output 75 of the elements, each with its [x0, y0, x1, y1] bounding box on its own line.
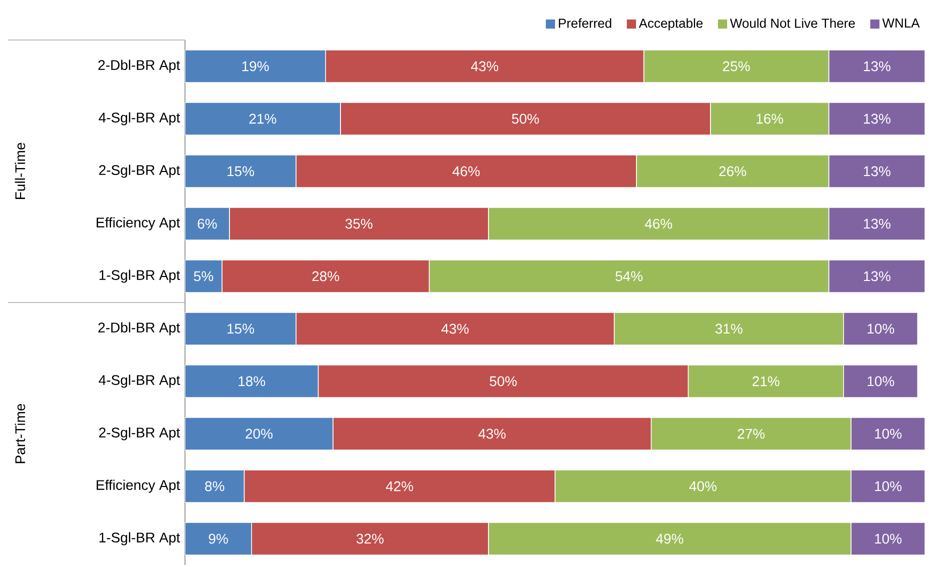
bar [185, 312, 296, 346]
data-label: 20% [246, 428, 273, 439]
data-label: 15% [228, 166, 254, 176]
y-tick-label: 1-Sgl-BR Apt [100, 532, 180, 546]
legend-label: Would Not Live There [730, 18, 855, 28]
legend-label: Preferred [558, 18, 612, 28]
bar [185, 154, 296, 188]
y-tick-label: 2-Sgl-BR Apt [99, 164, 180, 178]
data-label: 42% [386, 481, 414, 492]
data-label: 15% [228, 324, 254, 334]
bar [828, 207, 925, 240]
data-label: 10% [875, 481, 902, 492]
data-label: 50% [490, 376, 517, 386]
data-label: 10% [868, 376, 894, 386]
data-label: 54% [616, 271, 643, 282]
y-tick-label: 1-Sgl-BR Apt [100, 270, 180, 283]
bar [828, 50, 925, 83]
y-tick-label: Efficiency Apt [96, 480, 180, 493]
data-label: 27% [738, 428, 765, 439]
data-label: 28% [312, 271, 340, 282]
data-label: 43% [471, 61, 498, 72]
bar [185, 470, 245, 503]
text: Part-Time [14, 404, 26, 464]
y-tick-label: 2-Sgl-BR Apt [99, 427, 180, 440]
data-label: 10% [868, 324, 894, 334]
data-label: 9% [208, 534, 228, 544]
data-label: 50% [512, 114, 539, 124]
data-label: 26% [719, 166, 746, 176]
data-label: 35% [345, 218, 372, 229]
data-label: 13% [864, 61, 890, 72]
bar [828, 154, 925, 188]
data-label: 16% [756, 114, 784, 124]
y-tick-label: 2-Dbl-BR Apt [98, 322, 180, 336]
data-label: 21% [752, 376, 780, 386]
y-tick-label: Efficiency Apt [96, 217, 180, 230]
data-label: 43% [441, 324, 469, 334]
data-label: 10% [875, 534, 902, 544]
data-label: 46% [644, 218, 672, 229]
data-label: 46% [452, 166, 480, 176]
bar [185, 417, 334, 450]
text: Full-Time [14, 142, 26, 199]
data-label: 13% [864, 271, 890, 282]
bar [185, 364, 319, 398]
bar [843, 312, 918, 346]
bar [185, 102, 341, 136]
bar [843, 364, 918, 398]
data-label: 10% [875, 428, 902, 439]
y-tick-label: 4-Sgl-BR Apt [98, 374, 180, 388]
bar [185, 522, 252, 556]
bar [828, 260, 925, 293]
data-label: 13% [864, 166, 890, 176]
y-tick-label: 4-Sgl-BR Apt [98, 112, 180, 126]
bar [850, 417, 925, 450]
bar [828, 102, 925, 136]
bar [850, 470, 925, 503]
data-label: 19% [242, 61, 269, 72]
bar [185, 50, 326, 83]
bar [850, 522, 925, 556]
data-label: 18% [238, 376, 266, 386]
data-label: 8% [205, 481, 224, 492]
bar [185, 207, 230, 240]
data-label: 6% [198, 218, 217, 229]
data-label: 25% [722, 61, 750, 72]
data-label: 40% [689, 481, 717, 492]
data-label: 5% [194, 271, 214, 282]
data-label: 13% [864, 218, 890, 229]
legend-label: Acceptable [638, 18, 703, 30]
data-label: 13% [864, 114, 890, 124]
data-label: 31% [715, 324, 742, 334]
data-label: 21% [249, 114, 276, 124]
y-tick-label: 2-Dbl-BR Apt [98, 60, 180, 73]
legend-label: WNLA [882, 18, 920, 28]
data-label: 49% [656, 534, 684, 544]
data-label: 43% [478, 428, 506, 439]
data-label: 32% [356, 534, 384, 544]
